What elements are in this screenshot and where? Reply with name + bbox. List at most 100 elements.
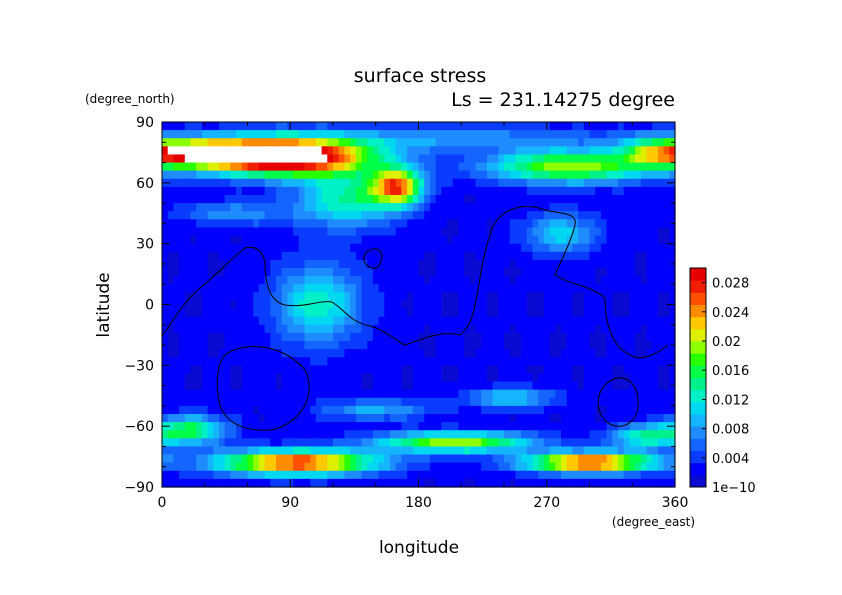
heatmap-cell [515,211,522,220]
heatmap-cell [412,235,420,245]
heatmap-cell [447,146,454,156]
heatmap-cell [407,365,414,375]
heatmap-cell [270,259,277,269]
heatmap-cell [247,178,254,188]
heatmap-cell [390,292,397,302]
heatmap-cell [452,438,459,448]
heatmap-cell [190,195,197,204]
heatmap-cell [378,300,385,310]
heatmap-cell [281,154,288,164]
heatmap-cell [538,138,545,147]
heatmap-cell [241,470,249,480]
heatmap-cell [355,381,363,391]
heatmap-cell [618,162,625,172]
heatmap-cell [589,300,596,310]
heatmap-cell [276,203,283,212]
heatmap-cell [196,381,203,391]
heatmap-cell [224,365,231,375]
heatmap-cell [213,130,220,139]
heatmap-cell [469,373,477,383]
heatmap-cell [321,203,328,212]
heatmap-cell [401,130,408,139]
heatmap-cell [589,405,596,415]
heatmap-cell [458,146,465,156]
heatmap-cell [321,357,328,366]
heatmap-cell [543,349,551,358]
heatmap-cell [276,389,283,399]
heatmap-cell [447,357,454,366]
heatmap-cell [504,162,511,172]
heatmap-cell [464,235,471,245]
heatmap-cell [555,470,562,480]
heatmap-cell [401,405,408,415]
heatmap-cell [167,430,174,439]
heatmap-cell [162,389,169,399]
heatmap-cell [452,292,459,302]
heatmap-cell [407,414,414,423]
heatmap-cell [350,389,357,399]
heatmap-cell [498,219,505,229]
heatmap-cell [583,211,591,220]
heatmap-cell [600,186,608,196]
heatmap-cell [190,341,197,350]
heatmap-cell [321,259,328,269]
heatmap-cell [407,178,414,188]
heatmap-cell [509,316,516,326]
heatmap-cell [395,422,402,431]
heatmap-cell [538,219,545,229]
heatmap-cell [583,259,591,269]
heatmap-cell [486,438,494,448]
heatmap-cell [561,349,568,358]
heatmap-cell [543,454,551,464]
heatmap-cell [572,300,579,310]
heatmap-cell [196,259,203,269]
heatmap-cell [669,292,676,302]
heatmap-cell [179,478,186,488]
heatmap-cell [555,284,562,293]
heatmap-cell [612,243,619,253]
heatmap-cell [315,365,323,375]
heatmap-cell [452,130,459,139]
heatmap-cell [458,170,465,180]
heatmap-cell [162,316,169,326]
heatmap-cell [640,381,648,391]
heatmap-cell [481,470,488,480]
heatmap-cell [247,405,254,415]
heatmap-cell [213,227,220,237]
heatmap-cell [162,227,169,237]
heatmap-cell [572,454,579,464]
heatmap-cell [526,284,534,293]
heatmap-cell [184,324,192,334]
heatmap-cell [498,349,505,358]
heatmap-cell [549,454,556,464]
heatmap-cell [452,365,459,375]
heatmap-cell [492,316,499,326]
heatmap-cell [498,243,505,253]
heatmap-cell [167,243,174,253]
heatmap-cell [167,251,174,261]
heatmap-cell [344,405,351,415]
heatmap-cell [167,365,174,375]
heatmap-cell [219,138,226,147]
heatmap-cell [589,332,596,342]
heatmap-cell [190,389,197,399]
heatmap-cell [447,332,454,342]
heatmap-cell [635,122,642,131]
heatmap-cell [264,195,271,204]
heatmap-cell [509,138,516,147]
heatmap-cell [538,308,545,318]
heatmap-cell [447,292,454,302]
heatmap-cell [652,170,659,180]
heatmap-cell [612,138,619,147]
heatmap-cell [230,470,237,480]
heatmap-cell [464,470,471,480]
heatmap-cell [612,162,619,172]
heatmap-cell [390,276,397,285]
heatmap-cell [219,414,226,423]
heatmap-cell [646,146,653,156]
heatmap-cell [549,219,556,229]
heatmap-cell [241,259,249,269]
heatmap-cell [236,478,243,488]
y-tick-label: 0 [145,298,154,314]
heatmap-cell [623,373,630,383]
